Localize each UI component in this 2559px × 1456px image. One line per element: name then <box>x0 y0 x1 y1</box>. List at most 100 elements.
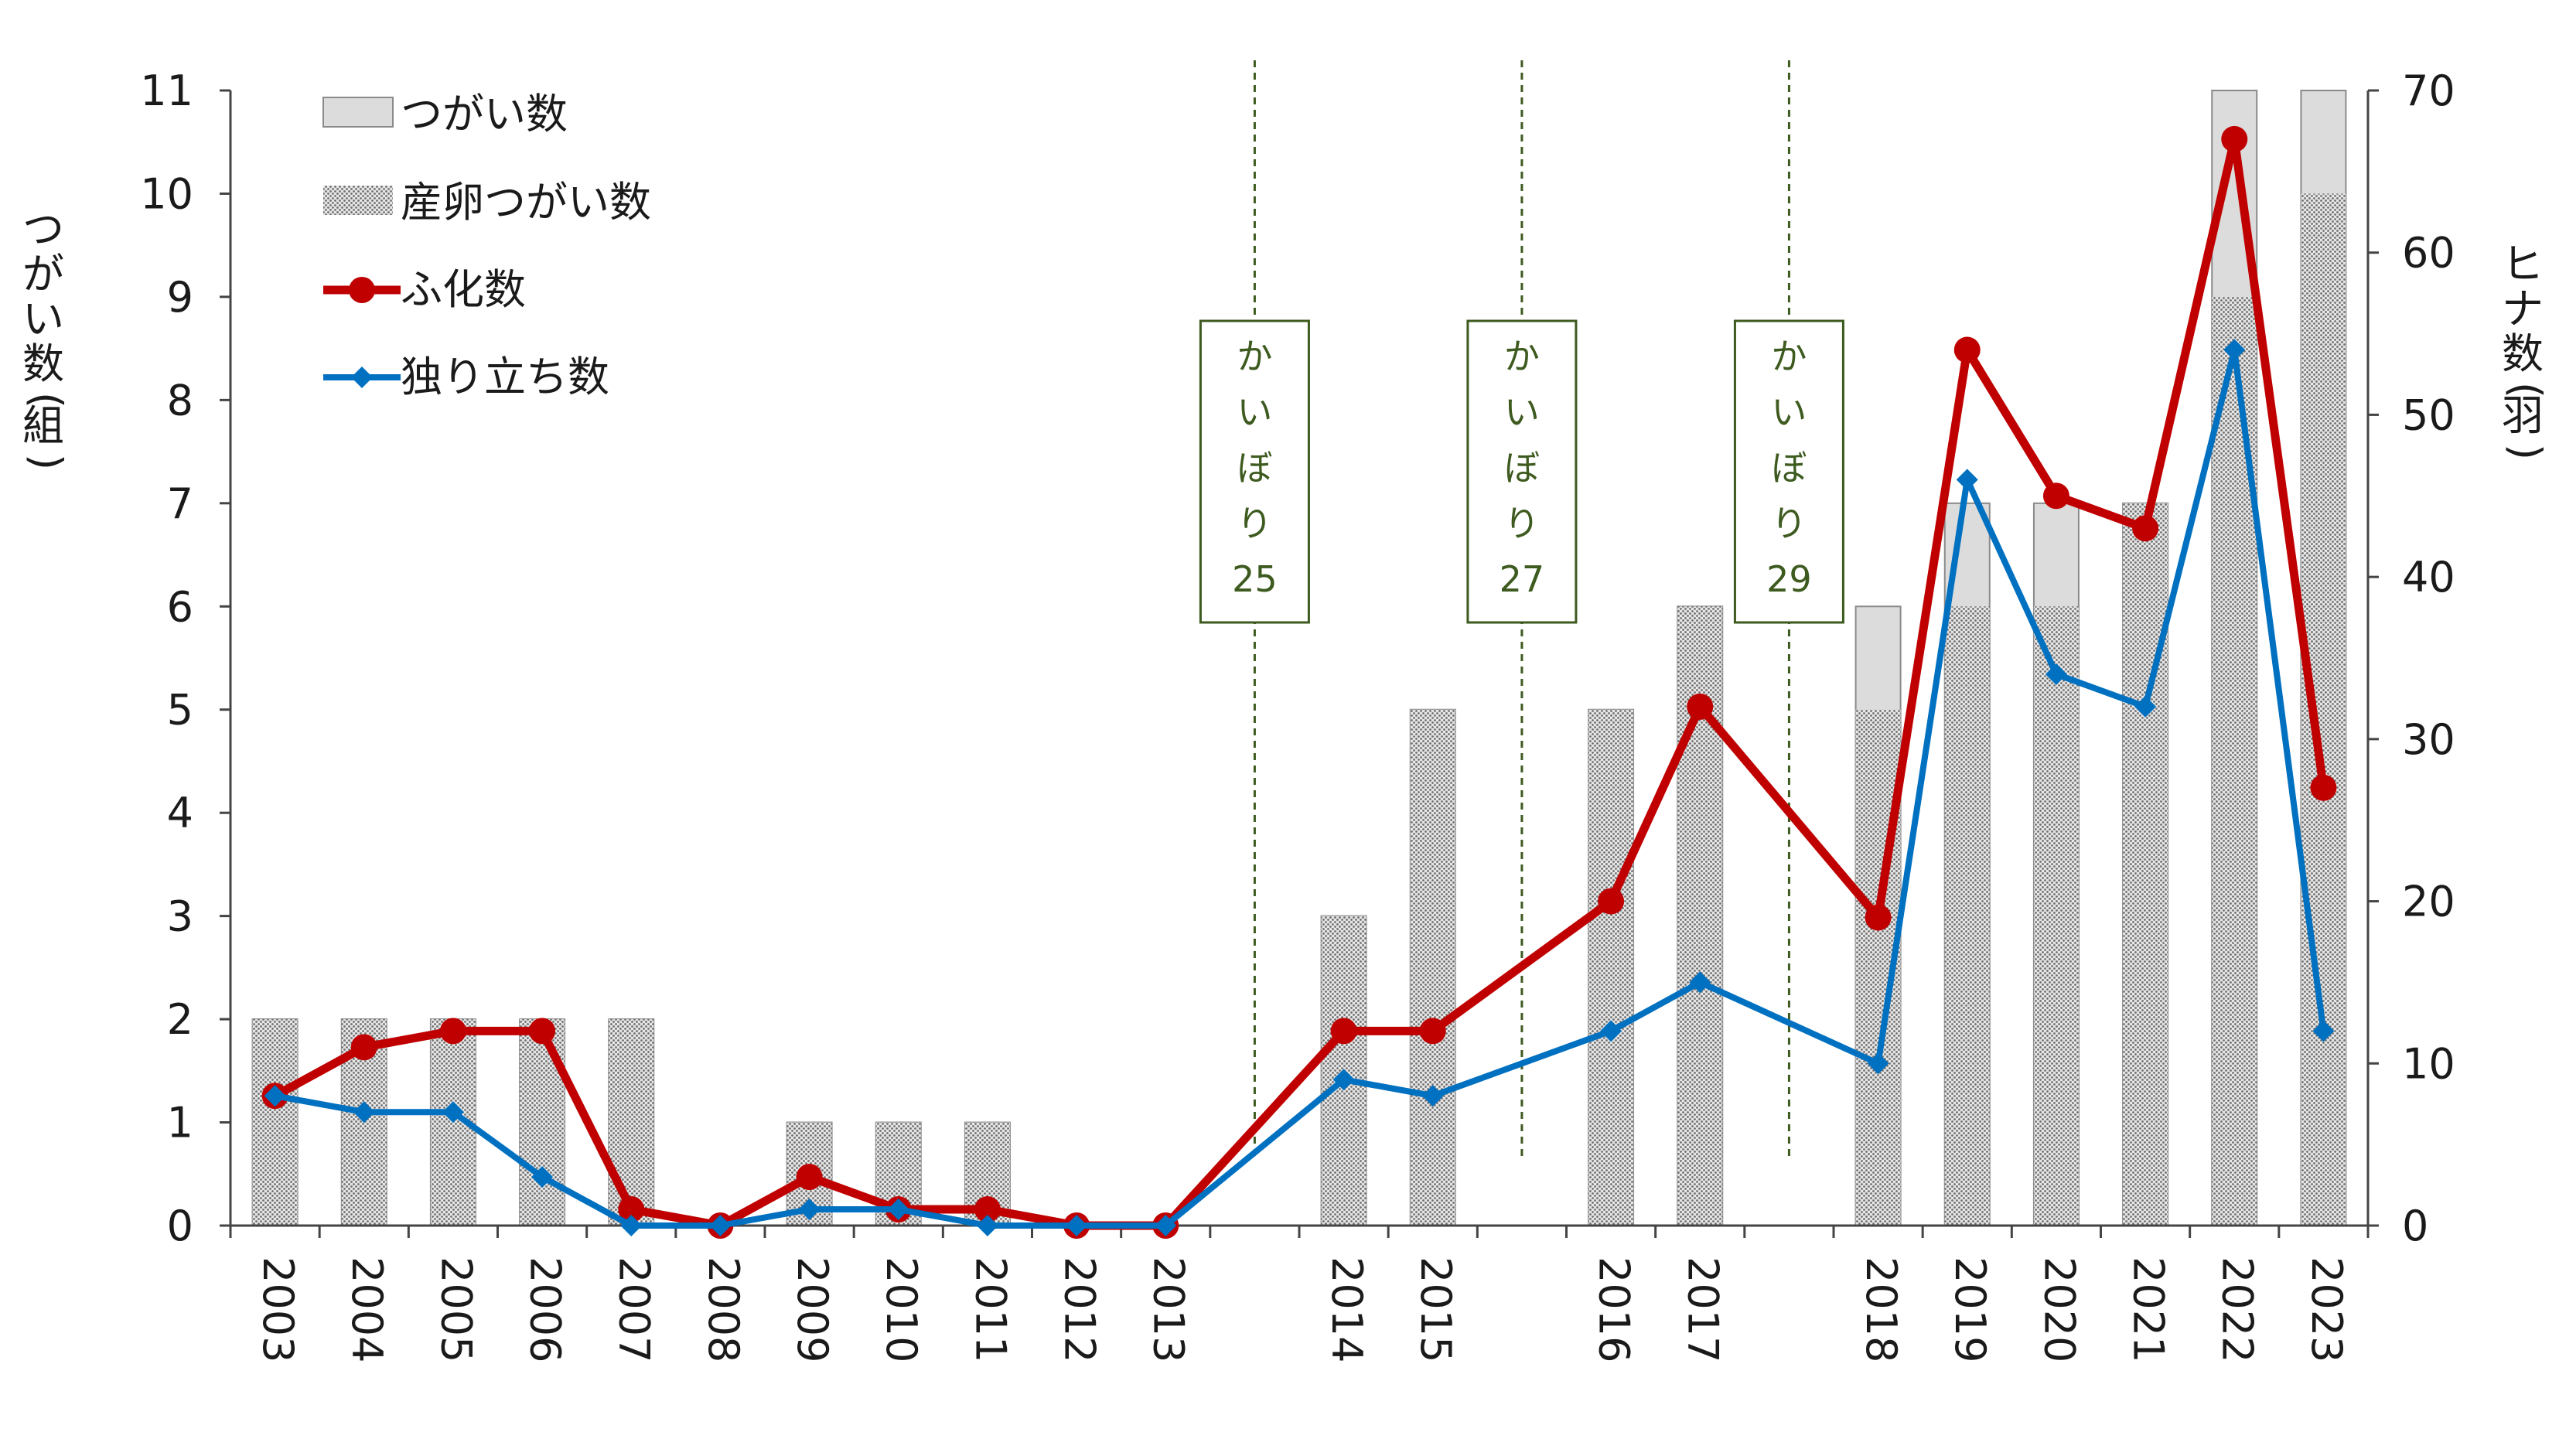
kaibori-label-2-1: い <box>1504 391 1540 433</box>
legend-label-1: 産卵つがい数 <box>401 178 651 227</box>
x-tick-label-2010: 2010 <box>877 1257 926 1362</box>
kaibori-label-1-3: り <box>1237 503 1272 544</box>
kaibori-label-3-3: り <box>1771 503 1807 544</box>
point-fledged-2022 <box>2223 339 2246 361</box>
x-tick-label-2003: 2003 <box>254 1257 302 1362</box>
x-tick-label-2011: 2011 <box>966 1257 1015 1362</box>
kaibori-label-1-2: ぼ <box>1237 447 1272 489</box>
left-axis-title-char-3: 数 <box>22 339 64 388</box>
right-tick-label-40: 40 <box>2402 553 2455 602</box>
left-axis-title-char-5: 組 <box>22 401 64 450</box>
right-tick-label-10: 10 <box>2402 1039 2455 1088</box>
x-tick-label-2007: 2007 <box>610 1257 659 1362</box>
line-hatched <box>272 135 2328 1230</box>
right-axis-title-char-3: ( <box>2501 382 2550 398</box>
left-tick-label-9: 9 <box>167 273 193 322</box>
kaibori-label-2-4: 27 <box>1500 558 1545 600</box>
bar-egg-pairs-2003 <box>252 1019 298 1226</box>
right-axis-title: ヒナ数 (羽) <box>2501 240 2550 460</box>
right-axis-title-char-0: ヒ <box>2502 240 2544 288</box>
legend-label-0: つがい数 <box>401 90 568 138</box>
bar-egg-pairs-2022 <box>2212 296 2257 1226</box>
bar-egg-pairs-2019 <box>1944 606 1990 1226</box>
right-axis-title-char-1: ナ <box>2502 285 2544 333</box>
point-hatched-2009 <box>796 1164 823 1191</box>
kaibori-label-1-4: 25 <box>1232 558 1278 600</box>
left-axis-title-char-2: い <box>22 295 64 343</box>
point-hatched-2018 <box>1865 904 1892 931</box>
bar-egg-pairs-2015 <box>1410 709 1455 1226</box>
right-tick-label-60: 60 <box>2402 229 2455 278</box>
point-fledged-2018 <box>1867 1052 1889 1075</box>
x-tick-label-2019: 2019 <box>1946 1257 1994 1362</box>
point-fledged-2009 <box>798 1199 821 1221</box>
point-fledged-2004 <box>353 1101 375 1124</box>
point-fledged-2011 <box>976 1215 998 1236</box>
x-tick-label-2005: 2005 <box>432 1257 480 1362</box>
point-fledged-2015 <box>1421 1085 1444 1107</box>
left-tick-label-2: 2 <box>167 995 193 1044</box>
point-fledged-2005 <box>442 1101 464 1124</box>
right-axis-title-char-2: 数 <box>2502 329 2544 378</box>
left-tick-label-7: 7 <box>167 479 193 528</box>
point-fledged-2006 <box>531 1166 554 1188</box>
point-fledged-2021 <box>2134 695 2157 718</box>
right-tick-label-20: 20 <box>2402 878 2455 926</box>
line-layer <box>261 125 2337 1239</box>
point-fledged-2019 <box>1956 469 1978 491</box>
kaibori-label-3-1: い <box>1771 391 1807 433</box>
kaibori-label-1-0: か <box>1237 336 1272 377</box>
left-tick-label-4: 4 <box>167 789 193 837</box>
bar-egg-pairs-2007 <box>609 1019 654 1226</box>
point-fledged-2007 <box>620 1215 643 1236</box>
left-tick-label-8: 8 <box>167 376 193 425</box>
point-fledged-2016 <box>1600 1020 1622 1042</box>
kaibori-label-2-2: ぼ <box>1504 447 1540 489</box>
legend-swatch-pairs <box>322 97 394 128</box>
x-tick-label-2017: 2017 <box>1679 1257 1728 1362</box>
x-tick-label-2022: 2022 <box>2213 1257 2262 1362</box>
x-tick-label-2016: 2016 <box>1589 1257 1638 1362</box>
point-fledged-2023 <box>2312 1020 2335 1042</box>
point-fledged-2013 <box>1155 1215 1177 1236</box>
x-tick-label-2013: 2013 <box>1145 1257 1193 1362</box>
left-tick-label-5: 5 <box>167 686 193 735</box>
kaibori-label-3-0: か <box>1771 336 1807 377</box>
x-tick-label-2015: 2015 <box>1411 1257 1460 1362</box>
point-hatched-2019 <box>1953 336 1981 363</box>
point-hatched-2020 <box>2042 482 2069 510</box>
legend-swatch-egg-pairs <box>323 186 393 215</box>
left-axis-title-char-0: つ <box>22 205 64 254</box>
bar-egg-pairs-2016 <box>1588 709 1634 1226</box>
x-tick-label-2012: 2012 <box>1055 1257 1104 1362</box>
bar-egg-pairs-2023 <box>2301 193 2346 1226</box>
bar-egg-pairs-2021 <box>2123 503 2168 1226</box>
point-fledged-2014 <box>1332 1069 1355 1091</box>
left-axis-title: つがい数 (組) <box>22 205 70 470</box>
left-axis-title-char-4: ( <box>22 392 70 408</box>
legend-label-3: 独り立ち数 <box>401 353 609 401</box>
legend-label-2: ふ化数 <box>401 265 526 314</box>
kaibori-label-2-0: か <box>1504 336 1540 377</box>
kaibori-label-1-1: い <box>1237 391 1272 433</box>
point-hatched-2011 <box>974 1196 1001 1223</box>
legend-marker-hatched <box>349 277 375 303</box>
x-tick-label-2006: 2006 <box>520 1257 569 1362</box>
right-axis-title-char-4: 羽 <box>2502 391 2544 440</box>
right-tick-label-30: 30 <box>2402 715 2455 764</box>
x-tick-label-2014: 2014 <box>1322 1257 1371 1362</box>
kaibori-box-1 <box>1199 319 1310 624</box>
x-tick-label-2023: 2023 <box>2302 1257 2351 1362</box>
axis-titles: つがい数(組)ヒナ数(羽) <box>22 205 2550 470</box>
left-tick-label-1: 1 <box>167 1099 193 1147</box>
axes-layer: 0 1 2 3 4 5 6 7 8 9 10 11 0 10 20 30 40 50 60 70 2003 2004 200… <box>140 66 2455 1362</box>
point-hatched-2016 <box>1598 888 1625 915</box>
right-tick-label-0: 0 <box>2402 1202 2428 1250</box>
bar-egg-pairs-2020 <box>2033 606 2079 1226</box>
right-tick-label-50: 50 <box>2402 390 2455 439</box>
point-fledged-2017 <box>1689 971 1711 994</box>
point-hatched-2015 <box>1419 1018 1446 1045</box>
left-tick-label-10: 10 <box>140 169 193 218</box>
